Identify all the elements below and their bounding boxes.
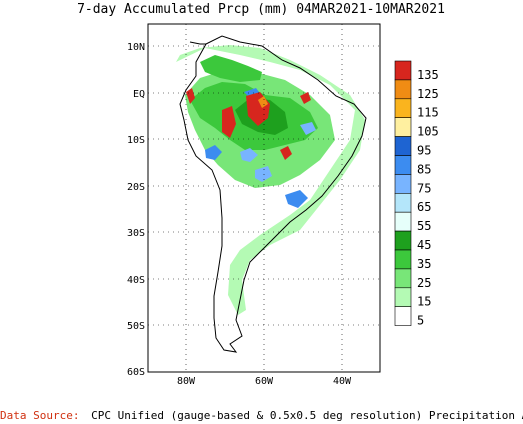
rain-hotspot-orange [258, 96, 268, 108]
rain-area-north [200, 55, 262, 82]
legend-swatch [394, 174, 412, 194]
lon-label: 80W [177, 376, 196, 387]
legend-tick-label: 135 [417, 68, 439, 82]
legend-tick-label: 75 [417, 181, 431, 195]
rain-hotspot-amapa [300, 92, 311, 104]
lat-label: 60S [127, 367, 145, 378]
lat-label: EQ [133, 89, 145, 100]
rain-patch-blue-1 [205, 145, 222, 160]
lat-label: 10S [127, 135, 145, 146]
legend-tick-label: 5 [417, 314, 424, 328]
rain-patch-blue-5 [300, 122, 316, 135]
legend-swatch [394, 230, 412, 251]
legend-tick-label: 55 [417, 219, 431, 233]
legend-swatch [394, 98, 412, 119]
lat-label: 20S [127, 182, 145, 193]
lon-label: 40W [333, 376, 352, 387]
legend-swatch [394, 60, 412, 81]
longitude-axis: 80W 60W 40W [177, 376, 352, 387]
data-source-label: Data Source: [0, 409, 79, 422]
legend-tick-label: 65 [417, 200, 431, 214]
legend-swatch [394, 117, 412, 137]
legend-tick-label: 125 [417, 87, 439, 101]
rain-hotspot-central [280, 146, 292, 160]
rain-patch-blue-4 [285, 190, 308, 208]
data-source-text: CPC Unified (gauge-based & 0.5x0.5 deg r… [91, 409, 523, 422]
legend-tick-label: 15 [417, 295, 431, 309]
legend-tick-label: 35 [417, 257, 431, 271]
legend-swatch [394, 193, 412, 213]
lat-label: 30S [127, 228, 145, 239]
continent-outline [179, 35, 367, 353]
legend-tick-label: 95 [417, 144, 431, 158]
legend-swatch [394, 155, 412, 175]
rain-patch-blue-2 [240, 148, 258, 162]
rain-area-light [176, 45, 365, 315]
map-title: 7-day Accumulated Prcp (mm) 04MAR2021-10… [77, 2, 445, 17]
rain-hotspot-west [222, 106, 236, 138]
legend-swatch [394, 211, 412, 232]
latitude-axis: 10N EQ 10S 20S 30S 40S 50S 60S [127, 42, 145, 378]
map-panel: 10N EQ 10S 20S 30S 40S 50S 60S 80W 60W 4… [127, 23, 381, 387]
map-grid [148, 24, 380, 372]
central-america-outline [189, 41, 206, 45]
lat-label: 50S [127, 321, 145, 332]
lat-label: 40S [127, 275, 145, 286]
legend-tick-label: 105 [417, 125, 439, 139]
lon-label: 60W [255, 376, 274, 387]
legend-tick-label: 115 [417, 106, 439, 120]
legend-tick-label: 45 [417, 238, 431, 252]
rain-hotspot-ecuador [186, 88, 195, 104]
legend-tick-label: 25 [417, 276, 431, 290]
legend-swatch [394, 79, 412, 100]
rain-patch-blue-3 [255, 166, 272, 182]
lat-label: 10N [127, 42, 145, 53]
legend-swatch [394, 249, 412, 270]
precipitation-field [176, 45, 365, 315]
legend-swatch [394, 136, 412, 156]
legend-tick-label: 85 [417, 162, 431, 176]
legend-swatch [394, 287, 412, 307]
legend-swatch [394, 268, 412, 289]
data-source-line: Data Source: CPC Unified (gauge-based & … [0, 409, 523, 422]
color-legend: 135 125 115 105 95 85 75 65 55 45 35 25 15 5 [394, 60, 439, 328]
legend-swatch [394, 306, 412, 326]
